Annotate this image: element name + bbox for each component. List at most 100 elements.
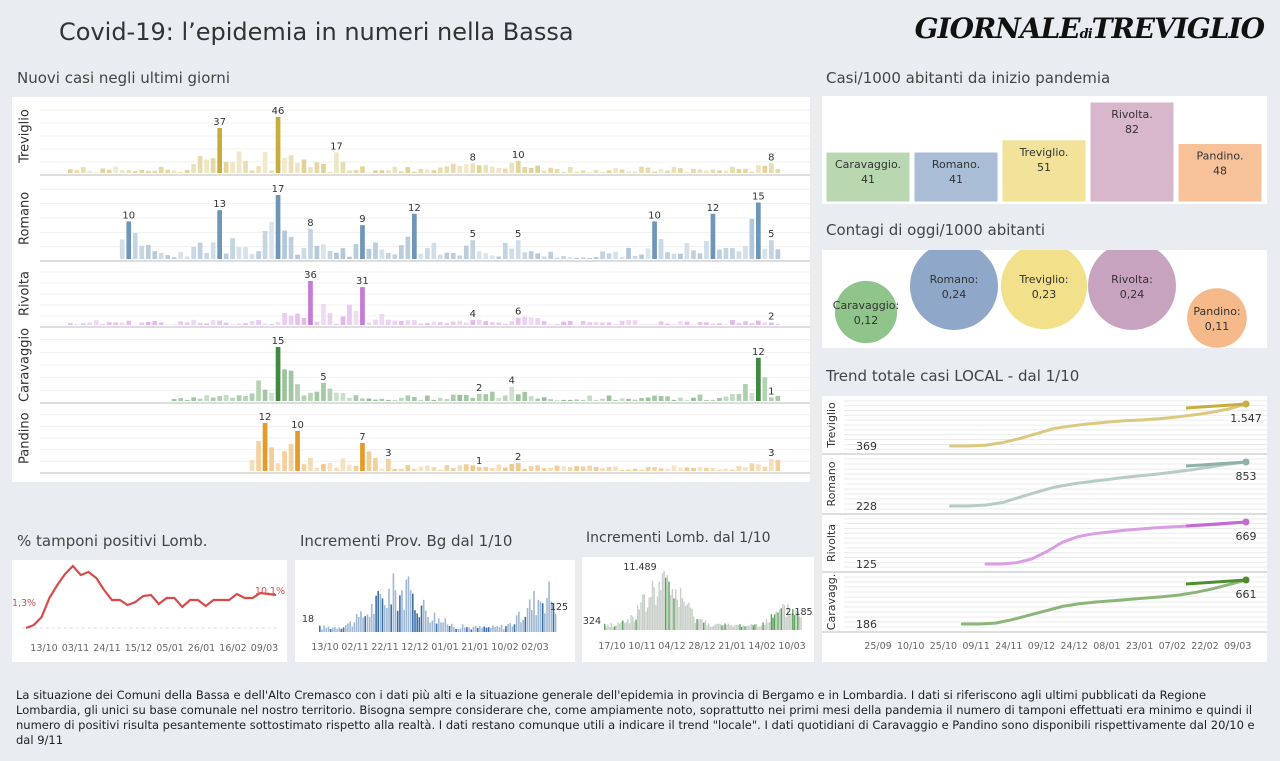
case-bar [249, 393, 255, 401]
lomb-bar [772, 617, 774, 630]
case-bar [749, 171, 755, 173]
bg-bar [409, 590, 412, 632]
case-bar [580, 170, 586, 173]
x-tick-label: 24/11 [995, 641, 1022, 652]
case-bar [450, 253, 456, 259]
bg-bar [394, 590, 397, 632]
lomb-bar [744, 626, 746, 630]
bg-bar [420, 605, 423, 632]
trend-end-marker [1242, 400, 1250, 408]
case-bar [314, 321, 320, 325]
footer-note: La situazione dei Comuni della Bassa e d… [16, 688, 1255, 747]
case-bar [321, 383, 326, 401]
lomb-bar [604, 623, 606, 630]
bar-value-label: 2 [515, 452, 521, 463]
case-bar [749, 393, 755, 401]
lomb-bar [666, 575, 669, 630]
case-bar [639, 397, 644, 401]
lomb-bar [742, 625, 744, 630]
today-value: 0,24 [942, 288, 967, 301]
x-tick-label: 04/12 [658, 641, 685, 652]
today-category: Treviglio: [1018, 273, 1068, 286]
case-bar [606, 170, 612, 173]
case-bar [645, 248, 651, 259]
case-bar [425, 248, 430, 259]
lomb-bar [714, 624, 716, 630]
lomb-end-label: 2.185 [785, 607, 812, 618]
case-bar [684, 399, 690, 401]
case-bar [288, 155, 294, 173]
case-bar [360, 443, 365, 471]
case-bar [645, 167, 651, 173]
lomb-bar [696, 619, 698, 630]
lomb-bar [670, 594, 672, 630]
case-bar [606, 253, 612, 259]
case-bar [145, 244, 151, 259]
per1000-category: Treviglio. [1019, 146, 1069, 159]
case-bar [249, 320, 255, 325]
case-bar [119, 170, 125, 173]
bg-bar [515, 615, 518, 632]
lomb-bar [627, 619, 629, 630]
case-bar [736, 393, 742, 401]
logo-main: GIORNALE [914, 12, 1081, 45]
x-tick-label: 13/10 [30, 643, 57, 654]
per1000-bar [825, 151, 911, 203]
trend-row-label: Caravagg. [825, 574, 838, 630]
bg-bar [375, 595, 377, 632]
case-bar [438, 397, 443, 401]
bg-bar [509, 623, 511, 632]
case-bar [327, 462, 333, 471]
case-bar [87, 171, 93, 173]
case-bar [476, 319, 482, 325]
lomb-bar [734, 624, 736, 630]
lomb-bar [686, 604, 688, 630]
lomb-bar [708, 623, 710, 630]
bg-bar [470, 629, 473, 632]
lomb-bar [661, 573, 664, 630]
case-bar [340, 248, 346, 259]
lomb-bar [620, 621, 622, 630]
case-bar [704, 241, 709, 259]
case-bar [275, 347, 281, 401]
case-bar [619, 256, 625, 259]
x-tick-label: 17/10 [598, 641, 625, 652]
case-bar [301, 248, 307, 259]
prov-bg-panel: 18 125 13/10 02/11 22/11 12/12 01/01 21/01 10/02… [295, 560, 575, 662]
case-bar [502, 323, 508, 325]
lomb-bar [643, 594, 645, 630]
case-bar [717, 323, 722, 325]
today-bubble [1187, 288, 1247, 348]
case-bar [230, 324, 235, 325]
case-bar [756, 320, 761, 325]
case-bar [288, 444, 294, 471]
case-bar [463, 395, 469, 401]
case-bar [613, 168, 618, 173]
trend-end-label: 661 [1236, 588, 1257, 601]
per1000-category: Romano. [932, 158, 980, 171]
bg-bar [485, 627, 488, 632]
case-bar [386, 319, 391, 325]
case-bar [113, 322, 119, 325]
case-bar [743, 168, 748, 173]
lomb-bar [770, 614, 773, 630]
bg-bar [440, 622, 442, 632]
bar-value-label: 12 [752, 347, 765, 358]
case-bar [476, 467, 482, 471]
case-bar [645, 397, 651, 401]
x-tick-label: 05/01 [156, 643, 183, 654]
lomb-bar [691, 608, 693, 630]
case-bar [399, 320, 404, 325]
bar-value-label: 12 [259, 412, 272, 423]
case-bar [535, 253, 540, 259]
case-bar [100, 168, 106, 173]
case-bar [217, 320, 222, 325]
lomb-bar [716, 623, 718, 630]
bar-value-label: 10 [512, 150, 525, 161]
case-bar [269, 324, 274, 325]
lomb-bar [653, 587, 655, 630]
case-bar [412, 320, 417, 325]
case-bar [399, 245, 404, 259]
bg-bar [518, 611, 520, 632]
today-value: 0,11 [1205, 320, 1230, 333]
